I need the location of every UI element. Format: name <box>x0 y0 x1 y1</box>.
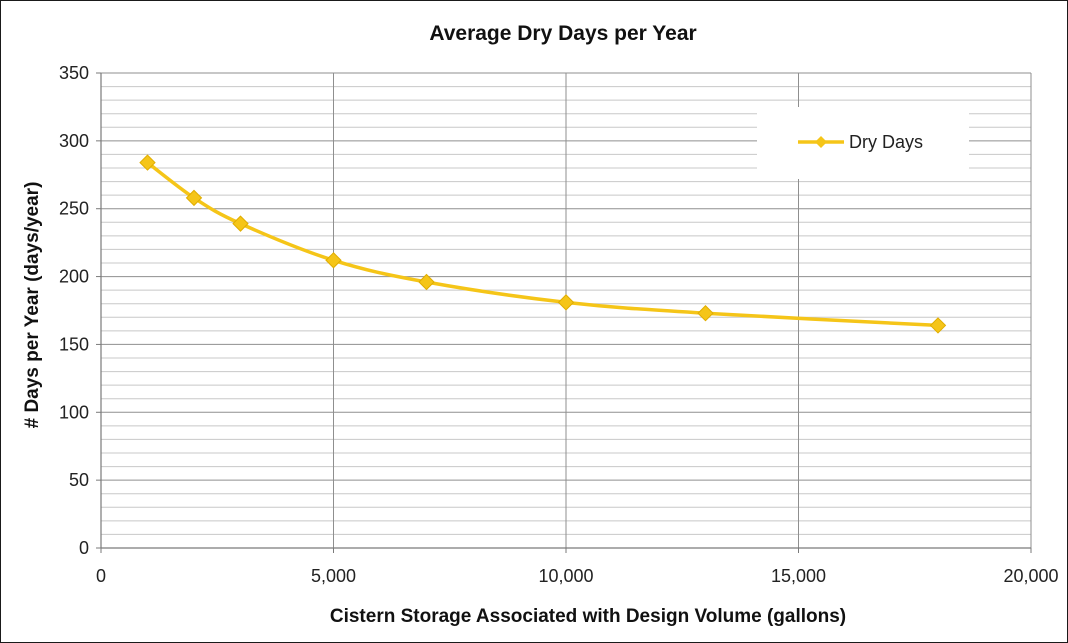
legend-box <box>757 107 969 179</box>
y-tick-label: 0 <box>79 538 89 558</box>
y-tick-label: 50 <box>69 470 89 490</box>
data-point <box>418 273 435 291</box>
y-tick-label: 200 <box>59 267 89 287</box>
x-tick-label: 0 <box>96 566 106 586</box>
x-axis-ticks: 0 5,000 10,000 15,000 20,000 <box>96 548 1059 586</box>
y-tick-label: 100 <box>59 402 89 422</box>
chart-title: Average Dry Days per Year <box>429 22 696 45</box>
x-axis-label: Cistern Storage Associated with Design V… <box>330 606 846 627</box>
y-axis-ticks: 0 50 100 150 200 250 300 350 <box>59 63 101 558</box>
data-point <box>697 305 714 322</box>
legend: Dry Days <box>757 107 969 179</box>
data-point <box>232 215 249 232</box>
y-axis-label: # Days per Year (days/year) <box>22 182 43 429</box>
legend-swatch-marker <box>815 136 827 148</box>
x-tick-label: 5,000 <box>311 566 356 586</box>
legend-label: Dry Days <box>849 132 923 152</box>
data-point <box>557 294 575 311</box>
y-tick-label: 300 <box>59 131 89 151</box>
y-tick-label: 350 <box>59 63 89 83</box>
y-tick-label: 150 <box>59 334 89 354</box>
x-tick-label: 10,000 <box>538 566 593 586</box>
y-tick-label: 250 <box>59 199 89 219</box>
data-point <box>929 317 947 334</box>
x-tick-label: 15,000 <box>771 566 826 586</box>
data-point <box>325 252 342 269</box>
x-tick-label: 20,000 <box>1003 566 1058 586</box>
data-point <box>139 154 156 171</box>
data-point <box>185 189 203 207</box>
series-layer <box>139 154 947 334</box>
